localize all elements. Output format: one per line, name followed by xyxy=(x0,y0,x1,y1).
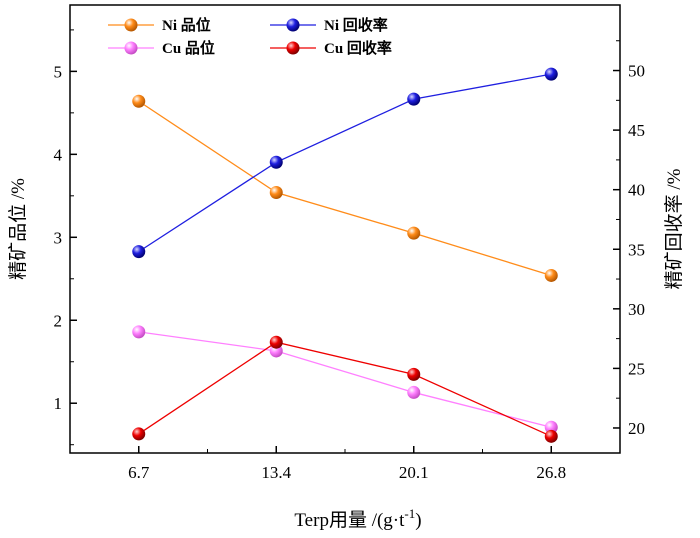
legend-marker xyxy=(124,18,138,32)
x-axis-title-main: Terp用量 /(g·t xyxy=(294,510,405,531)
series-layer xyxy=(132,67,558,443)
legend-label: Cu 品位 xyxy=(162,39,215,57)
data-point xyxy=(544,429,558,443)
data-point xyxy=(407,92,421,106)
data-point xyxy=(269,335,283,349)
right-axis: 20 25 30 35 40 45 50 xyxy=(613,40,645,438)
left-tick-label: 4 xyxy=(54,145,63,164)
left-tick-label: 5 xyxy=(54,62,63,81)
data-point xyxy=(269,185,283,199)
data-point xyxy=(544,420,558,434)
right-tick-label: 50 xyxy=(628,62,645,81)
y-axis-title-right: 精矿回收率 /% xyxy=(663,168,685,289)
x-tick-label: 13.4 xyxy=(261,463,291,482)
data-point xyxy=(132,427,146,441)
series-line xyxy=(138,341,552,437)
data-point xyxy=(407,226,421,240)
data-point xyxy=(269,155,283,169)
right-tick-label: 40 xyxy=(628,181,645,200)
x-axis-title-sup: -1 xyxy=(404,506,415,521)
data-point xyxy=(132,245,146,259)
left-tick-label: 1 xyxy=(54,394,63,413)
series-line xyxy=(138,331,552,428)
right-tick-label: 45 xyxy=(628,121,645,140)
legend: Ni 品位 Cu 品位 Ni 回收率 Cu 回收率 xyxy=(108,16,392,57)
right-tick-label: 30 xyxy=(628,300,645,319)
x-tick-label: 6.7 xyxy=(128,463,150,482)
data-point xyxy=(544,67,558,81)
series-line xyxy=(138,100,552,277)
x-axis-title-close: ) xyxy=(415,510,421,531)
series-line xyxy=(138,73,552,253)
y-axis-title-left: 精矿品位 /% xyxy=(7,178,29,280)
data-point xyxy=(132,325,146,339)
legend-marker xyxy=(124,41,138,55)
plot-frame xyxy=(69,4,621,454)
x-axis-title: Terp用量 /(g·t-1) xyxy=(294,506,421,531)
legend-marker xyxy=(286,18,300,32)
left-axis: 1 2 3 4 5 xyxy=(54,29,77,446)
right-tick-label: 25 xyxy=(628,359,645,378)
data-point xyxy=(407,385,421,399)
data-point xyxy=(132,94,146,108)
left-tick-label: 3 xyxy=(54,228,63,247)
legend-label: Cu 回收率 xyxy=(324,39,392,57)
x-tick-label: 20.1 xyxy=(399,463,429,482)
legend-label: Ni 回收率 xyxy=(324,16,388,34)
right-tick-label: 35 xyxy=(628,240,645,259)
data-point xyxy=(544,268,558,282)
x-tick-label: 26.8 xyxy=(536,463,566,482)
right-tick-label: 20 xyxy=(628,419,645,438)
left-tick-label: 2 xyxy=(54,311,63,330)
legend-label: Ni 品位 xyxy=(162,16,211,34)
x-axis: 6.7 13.4 20.1 26.8 xyxy=(128,446,566,482)
data-point xyxy=(407,367,421,381)
legend-marker xyxy=(286,41,300,55)
